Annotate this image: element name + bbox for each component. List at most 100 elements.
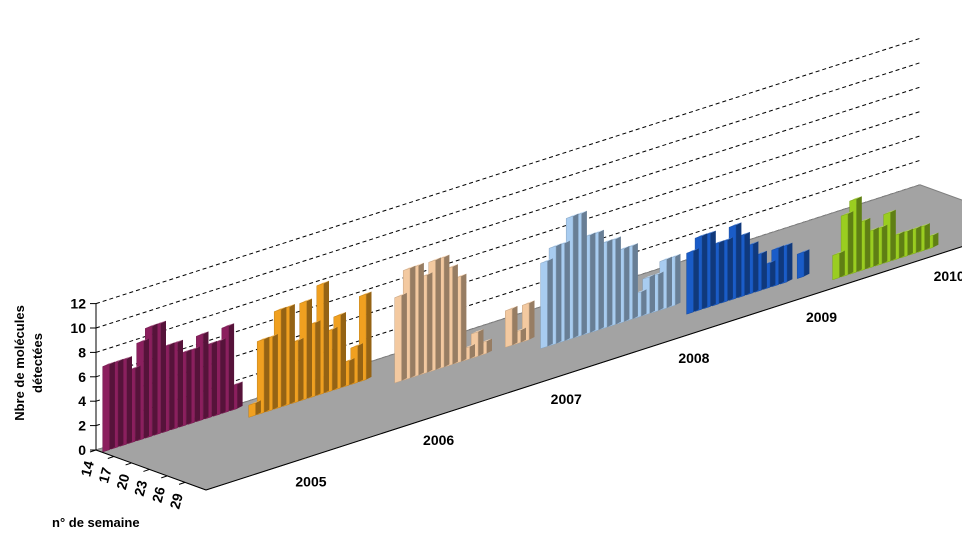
- bar-side: [736, 222, 742, 299]
- bar-side: [556, 243, 562, 344]
- grid-line: [95, 159, 921, 427]
- bar-side: [787, 242, 793, 282]
- bar-side: [118, 358, 124, 447]
- bar-side: [152, 323, 158, 436]
- bar-side: [520, 327, 526, 343]
- bar-side: [778, 245, 784, 285]
- bar-side: [590, 232, 596, 333]
- bar-side: [547, 258, 553, 347]
- bar-side: [899, 231, 905, 259]
- bar-side: [272, 333, 278, 410]
- bar-side: [770, 260, 776, 288]
- bar-side: [444, 254, 450, 368]
- x-tick-mark: [107, 456, 114, 459]
- bar-side: [135, 365, 141, 442]
- y-tick-label: 10: [70, 320, 86, 336]
- bar-side: [177, 339, 183, 428]
- bar-side: [332, 326, 338, 391]
- bar: [102, 363, 110, 453]
- bar-side: [907, 228, 913, 256]
- bar-side: [839, 250, 845, 278]
- bar-side: [581, 210, 587, 336]
- bar-side: [658, 271, 664, 311]
- bar-side: [126, 356, 132, 445]
- x-tick-label: 29: [166, 491, 186, 510]
- bar-side: [357, 343, 363, 383]
- x-tick-label: 17: [95, 465, 115, 484]
- bar: [686, 250, 694, 315]
- bar-side: [366, 291, 372, 380]
- series-label: 2009: [806, 309, 837, 325]
- bar-side: [435, 257, 441, 370]
- bar-side: [281, 306, 287, 407]
- bar-side: [298, 337, 304, 402]
- x-axis-line: [95, 449, 207, 491]
- bar-side: [718, 240, 725, 304]
- bar: [796, 251, 805, 279]
- bar-side: [109, 361, 115, 450]
- bar-side: [340, 312, 346, 388]
- x-tick-label: 20: [113, 472, 133, 491]
- x-tick-label: 14: [77, 459, 97, 478]
- bar-side: [598, 229, 604, 330]
- bar-side: [693, 248, 699, 312]
- y-tick-label: 0: [78, 442, 86, 458]
- bar: [248, 402, 256, 418]
- bar-side: [228, 323, 235, 412]
- series-label: 2010: [934, 268, 962, 284]
- grid-line: [95, 37, 921, 305]
- grid-line: [95, 111, 921, 378]
- bar-side: [615, 236, 621, 325]
- grid-line: [95, 135, 921, 402]
- bar-side: [804, 249, 810, 277]
- bar-side: [237, 381, 243, 409]
- grid-line: [95, 86, 921, 353]
- x-tick-mark: [161, 475, 168, 479]
- bar: [832, 252, 840, 281]
- x-tick-mark: [178, 481, 186, 485]
- bar: [256, 338, 265, 416]
- bar-side: [933, 232, 939, 248]
- bar-side: [306, 298, 312, 399]
- bar-side: [349, 358, 355, 386]
- bar-side: [916, 225, 922, 253]
- bar-side: [427, 272, 433, 373]
- bar: [540, 260, 548, 349]
- bar-side: [264, 336, 270, 413]
- series-label: 2008: [678, 350, 709, 366]
- x-tick-label: 23: [131, 478, 151, 497]
- bar-side: [649, 274, 655, 314]
- x-tick-mark: [143, 468, 150, 472]
- series-label: 2007: [551, 391, 582, 407]
- bar: [505, 308, 513, 348]
- x-axis-title: n° de semaine: [52, 515, 140, 530]
- bar-side: [847, 211, 854, 275]
- bar-side: [452, 264, 458, 365]
- bar-side: [478, 329, 484, 357]
- x-tick-mark: [125, 462, 132, 466]
- bar-side: [461, 273, 467, 362]
- bar-side: [289, 304, 295, 405]
- bar-side: [211, 340, 217, 417]
- bar-side: [924, 223, 930, 251]
- bar-side: [255, 400, 261, 416]
- bar-side: [573, 213, 579, 339]
- bar-side: [744, 231, 750, 296]
- bar-side: [220, 338, 226, 415]
- bar-side: [529, 300, 535, 340]
- bar-side: [701, 233, 708, 310]
- bar-side: [856, 196, 862, 273]
- bar-side: [881, 224, 888, 264]
- y-tick-label: 2: [78, 418, 86, 434]
- bar-side: [401, 292, 407, 381]
- series-axis-line: [205, 246, 962, 491]
- bar-side: [710, 230, 716, 307]
- y-tick-label: 4: [78, 393, 86, 409]
- x-tick-mark: [89, 449, 97, 453]
- bar-side: [203, 331, 209, 420]
- bar-side: [410, 265, 416, 379]
- y-tick-label: 12: [70, 296, 86, 312]
- bar-side: [315, 320, 321, 397]
